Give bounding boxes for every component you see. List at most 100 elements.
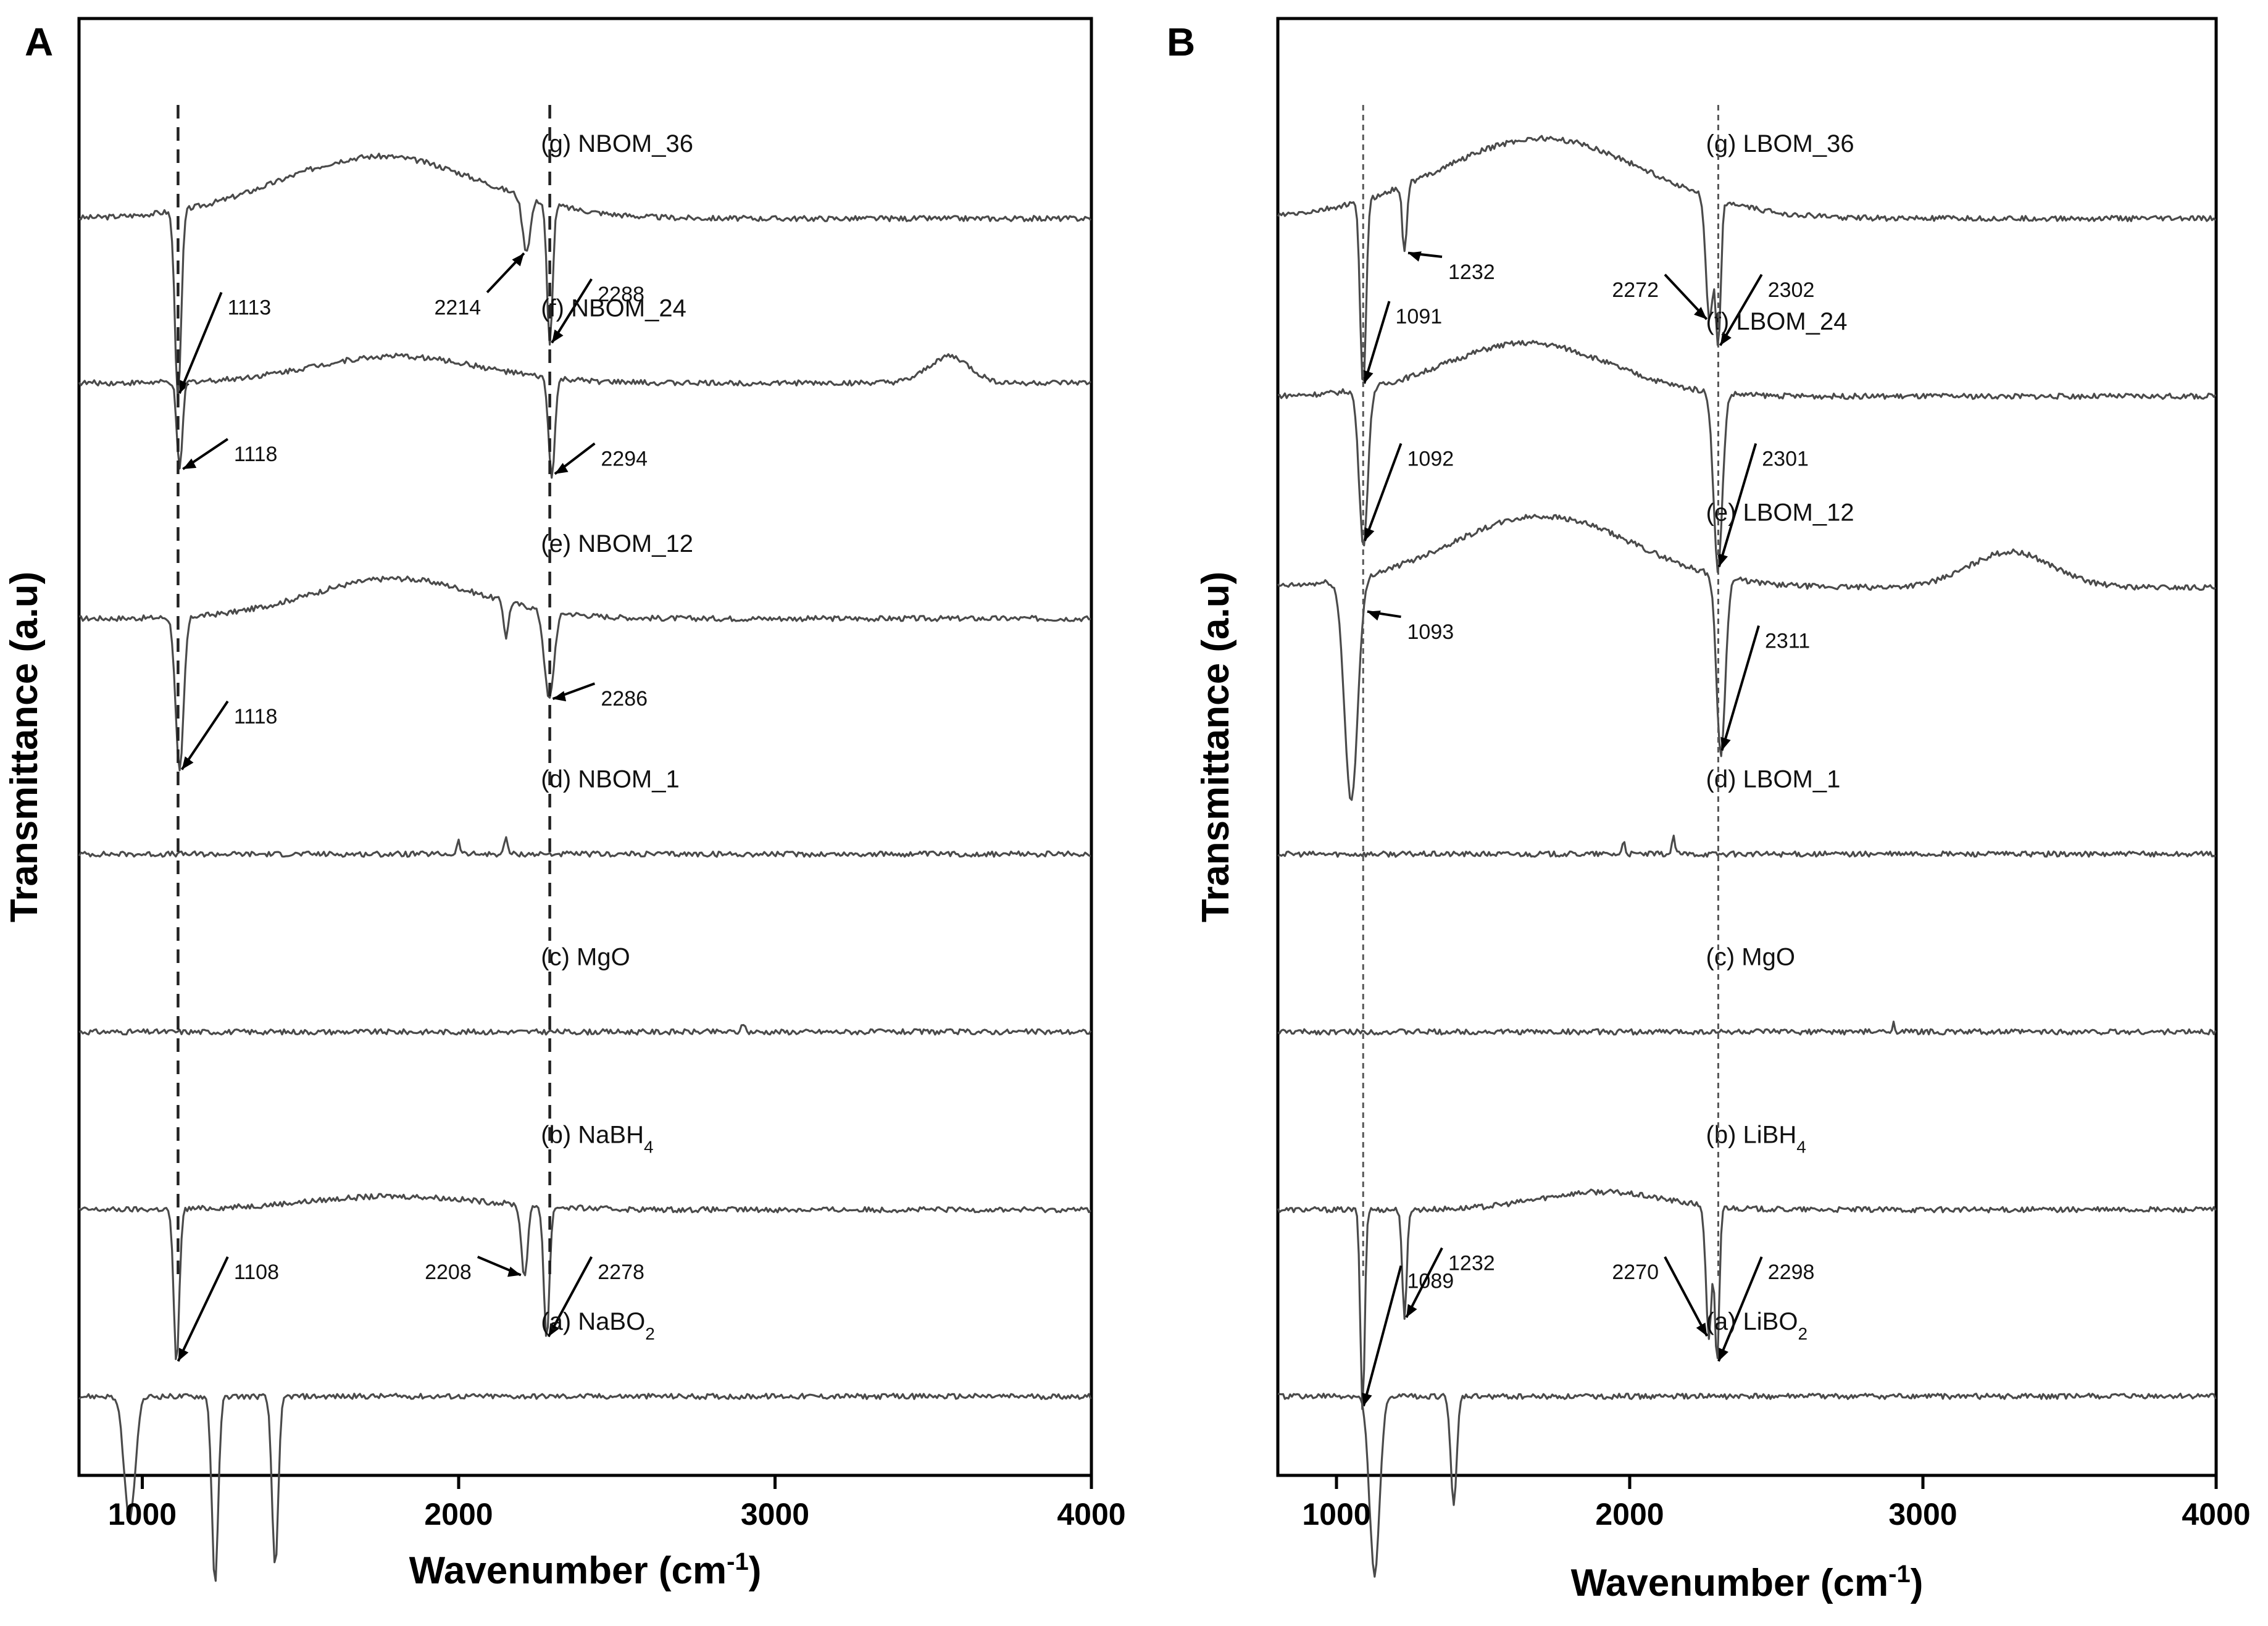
x-tick-label: 2000 <box>424 1497 493 1532</box>
series-line <box>78 575 1091 772</box>
guides-b <box>1362 105 1719 1278</box>
series-label: (d) LBOM_1 <box>1706 766 1841 793</box>
x-tick-label: 3000 <box>1888 1497 1957 1532</box>
x-axis-ticks-b: 1000 2000 3000 4000 <box>1302 1475 2251 1532</box>
peak-label: 1092 <box>1407 447 1454 470</box>
peak-label: 2214 <box>434 296 481 320</box>
x-tick-label: 1000 <box>1302 1497 1370 1532</box>
annotation-arrow <box>1720 625 1760 751</box>
x-tick-label: 4000 <box>1057 1497 1125 1532</box>
peak-label: 2286 <box>601 687 648 711</box>
series-line <box>78 152 1092 399</box>
peak-label: 2278 <box>598 1261 644 1284</box>
annotation-arrow <box>177 1256 229 1362</box>
series-label: (e) LBOM_12 <box>1706 499 1854 527</box>
annotation-arrow <box>1719 273 1763 346</box>
annotation-arrow <box>1405 1247 1443 1319</box>
x-axis-title-b: Wavenumber (cm-1) <box>1571 1561 1924 1604</box>
arrow-head <box>1720 736 1731 751</box>
arrow-head <box>1407 251 1422 262</box>
series-line <box>1277 340 2217 573</box>
series-label: (c) MgO <box>541 944 630 971</box>
arrow-head <box>181 756 194 770</box>
arrow-head <box>178 1348 189 1362</box>
x-axis-title-a: Wavenumber (cm-1) <box>409 1548 762 1592</box>
x-tick-label: 2000 <box>1595 1497 1664 1532</box>
series-label: (b) LiBH4 <box>1706 1122 1806 1157</box>
plot-frame-b <box>1276 17 2218 1477</box>
series-line <box>1277 135 2217 381</box>
annotation-arrow <box>180 700 229 770</box>
peak-label: 2311 <box>1765 630 1810 653</box>
annotation-arrow <box>1717 443 1757 567</box>
peak-label: 1089 <box>1407 1269 1454 1293</box>
x-axis-ticks-a: 1000 2000 3000 4000 <box>108 1475 1126 1532</box>
plot-frame-a <box>77 17 1093 1477</box>
peak-label: 1232 <box>1448 1252 1495 1275</box>
peak-label: 1118 <box>234 705 278 728</box>
annotation-arrow <box>1364 443 1403 541</box>
annotation-arrow <box>178 291 223 394</box>
arrow-head <box>548 1323 560 1337</box>
series-line <box>1277 1188 2217 1411</box>
panel-a: A (g) NBOM_36 1113 2214 2288(f) NBOM_24 1118… <box>3 17 1126 1592</box>
arrow-head <box>1720 331 1732 346</box>
arrow-head <box>554 462 569 474</box>
arrow-head <box>183 458 197 469</box>
series-line <box>1277 514 2216 801</box>
series-label: (a) NaBO2 <box>541 1308 655 1343</box>
peak-label: 2298 <box>1768 1261 1815 1284</box>
x-tick-label: 1000 <box>108 1497 177 1532</box>
peak-label: 2301 <box>1762 447 1809 470</box>
arrow-head <box>1367 611 1381 621</box>
peak-label: 2272 <box>1612 278 1659 302</box>
peak-label: 2302 <box>1768 278 1815 302</box>
series-label: (c) MgO <box>1706 944 1795 971</box>
arrow-head <box>512 253 524 267</box>
series-line <box>1277 1020 2217 1036</box>
series-line <box>78 1024 1092 1036</box>
peak-label: 2294 <box>601 447 648 470</box>
panel-letter-b: B <box>1167 20 1195 64</box>
panel-letter-a: A <box>25 20 53 64</box>
series-line <box>78 352 1092 479</box>
peak-label: 1108 <box>234 1261 279 1284</box>
arrow-head <box>1694 307 1707 320</box>
series-label: (f) LBOM_24 <box>1706 308 1848 335</box>
series-line <box>1277 1393 2217 1578</box>
guides-a <box>177 105 551 1278</box>
peak-label: 2270 <box>1612 1261 1659 1284</box>
series-line <box>78 1193 1092 1361</box>
series-line <box>1277 835 2216 858</box>
series-label: (g) NBOM_36 <box>541 130 693 157</box>
series-line <box>78 1393 1092 1582</box>
series-label: (a) LiBO2 <box>1706 1308 1808 1343</box>
peak-label: 1113 <box>228 296 272 320</box>
annotation-arrow <box>547 1256 593 1338</box>
annotation-arrow <box>1362 1265 1403 1407</box>
peak-label: 2288 <box>598 283 644 306</box>
x-tick-label: 4000 <box>2182 1497 2250 1532</box>
arrow-head <box>552 691 567 702</box>
annotation-arrow <box>1717 1256 1763 1362</box>
y-axis-title-a: Transmittance (a.u) <box>3 572 46 922</box>
x-tick-label: 3000 <box>741 1497 809 1532</box>
arrow-head <box>1406 1304 1417 1318</box>
peak-label: 1091 <box>1396 305 1443 328</box>
peak-label: 1093 <box>1407 620 1454 644</box>
series-label: (g) LBOM_36 <box>1706 130 1854 157</box>
annotation-arrow <box>1664 1256 1709 1337</box>
arrow-head <box>1362 1392 1372 1406</box>
arrow-head <box>507 1266 521 1277</box>
arrow-head <box>1363 370 1374 384</box>
y-axis-title-b: Transmittance (a.u) <box>1194 572 1237 922</box>
peak-label: 2208 <box>425 1261 472 1284</box>
series-label: (b) NaBH4 <box>541 1122 653 1157</box>
series-label: (f) NBOM_24 <box>541 294 686 322</box>
peak-label: 1118 <box>234 443 278 466</box>
peak-label: 1232 <box>1448 261 1495 284</box>
annotation-arrow <box>1363 301 1391 384</box>
series-label: (e) NBOM_12 <box>541 530 693 557</box>
